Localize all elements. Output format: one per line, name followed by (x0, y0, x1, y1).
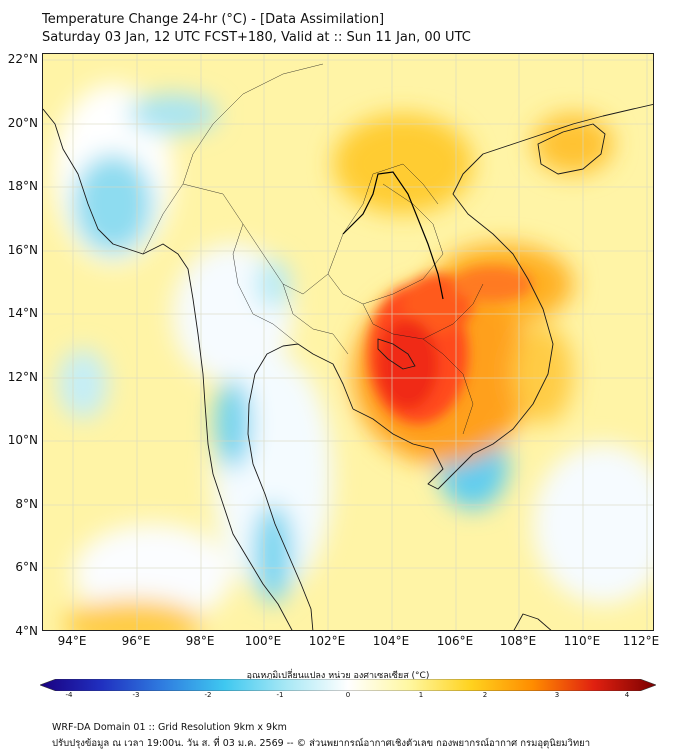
colorbar-tick: 4 (624, 691, 630, 699)
colorbar (40, 679, 656, 691)
national-border (342, 171, 444, 300)
lat-label: 6°N (15, 560, 38, 574)
lat-label: 12°N (7, 370, 38, 384)
lon-label: 102°E (308, 634, 346, 648)
lon-label: 100°E (244, 634, 282, 648)
lat-label: 8°N (15, 497, 38, 511)
colorbar-tick: 2 (482, 691, 488, 699)
colorbar-tick: 0 (345, 691, 351, 699)
lat-label: 10°N (7, 433, 38, 447)
lon-label: 112°E (622, 634, 660, 648)
lat-label: 20°N (7, 116, 38, 130)
lat-label: 14°N (7, 306, 38, 320)
colorbar-tick: -3 (132, 691, 140, 699)
coastlines (43, 103, 653, 630)
chart-subtitle: Saturday 03 Jan, 12 UTC FCST+180, Valid … (42, 30, 471, 45)
temperature-field (43, 54, 653, 630)
temperature-map[interactable] (42, 53, 654, 631)
lon-label: 110°E (563, 634, 601, 648)
lon-label: 98°E (185, 634, 215, 648)
colorbar-tick: -4 (65, 691, 73, 699)
admin-borders (142, 63, 484, 435)
lon-label: 104°E (372, 634, 410, 648)
colorbar-tick: 1 (418, 691, 424, 699)
lon-label: 106°E (436, 634, 474, 648)
lon-label: 96°E (121, 634, 151, 648)
lat-label: 18°N (7, 179, 38, 193)
colorbar-title: อุณหภูมิเปลี่ยนแปลง หน่วย องศาเซลเซียส (… (246, 671, 430, 681)
lat-label: 22°N (7, 52, 38, 66)
chart-title: Temperature Change 24-hr (°C) - [Data As… (42, 12, 385, 27)
lon-label: 94°E (57, 634, 87, 648)
lat-label: 4°N (15, 624, 38, 638)
colorbar-tick: -1 (276, 691, 284, 699)
lon-label: 108°E (499, 634, 537, 648)
colorbar-gradient (40, 679, 656, 691)
footer-domain-info: WRF-DA Domain 01 :: Grid Resolution 9km … (52, 722, 287, 733)
colorbar-tick: 3 (554, 691, 560, 699)
footer-credit: ปรับปรุงข้อมูล ณ เวลา 19:00น. วัน ส. ที่… (52, 738, 591, 749)
colorbar-tick: -2 (204, 691, 212, 699)
lat-label: 16°N (7, 243, 38, 257)
gridlines (43, 54, 653, 630)
